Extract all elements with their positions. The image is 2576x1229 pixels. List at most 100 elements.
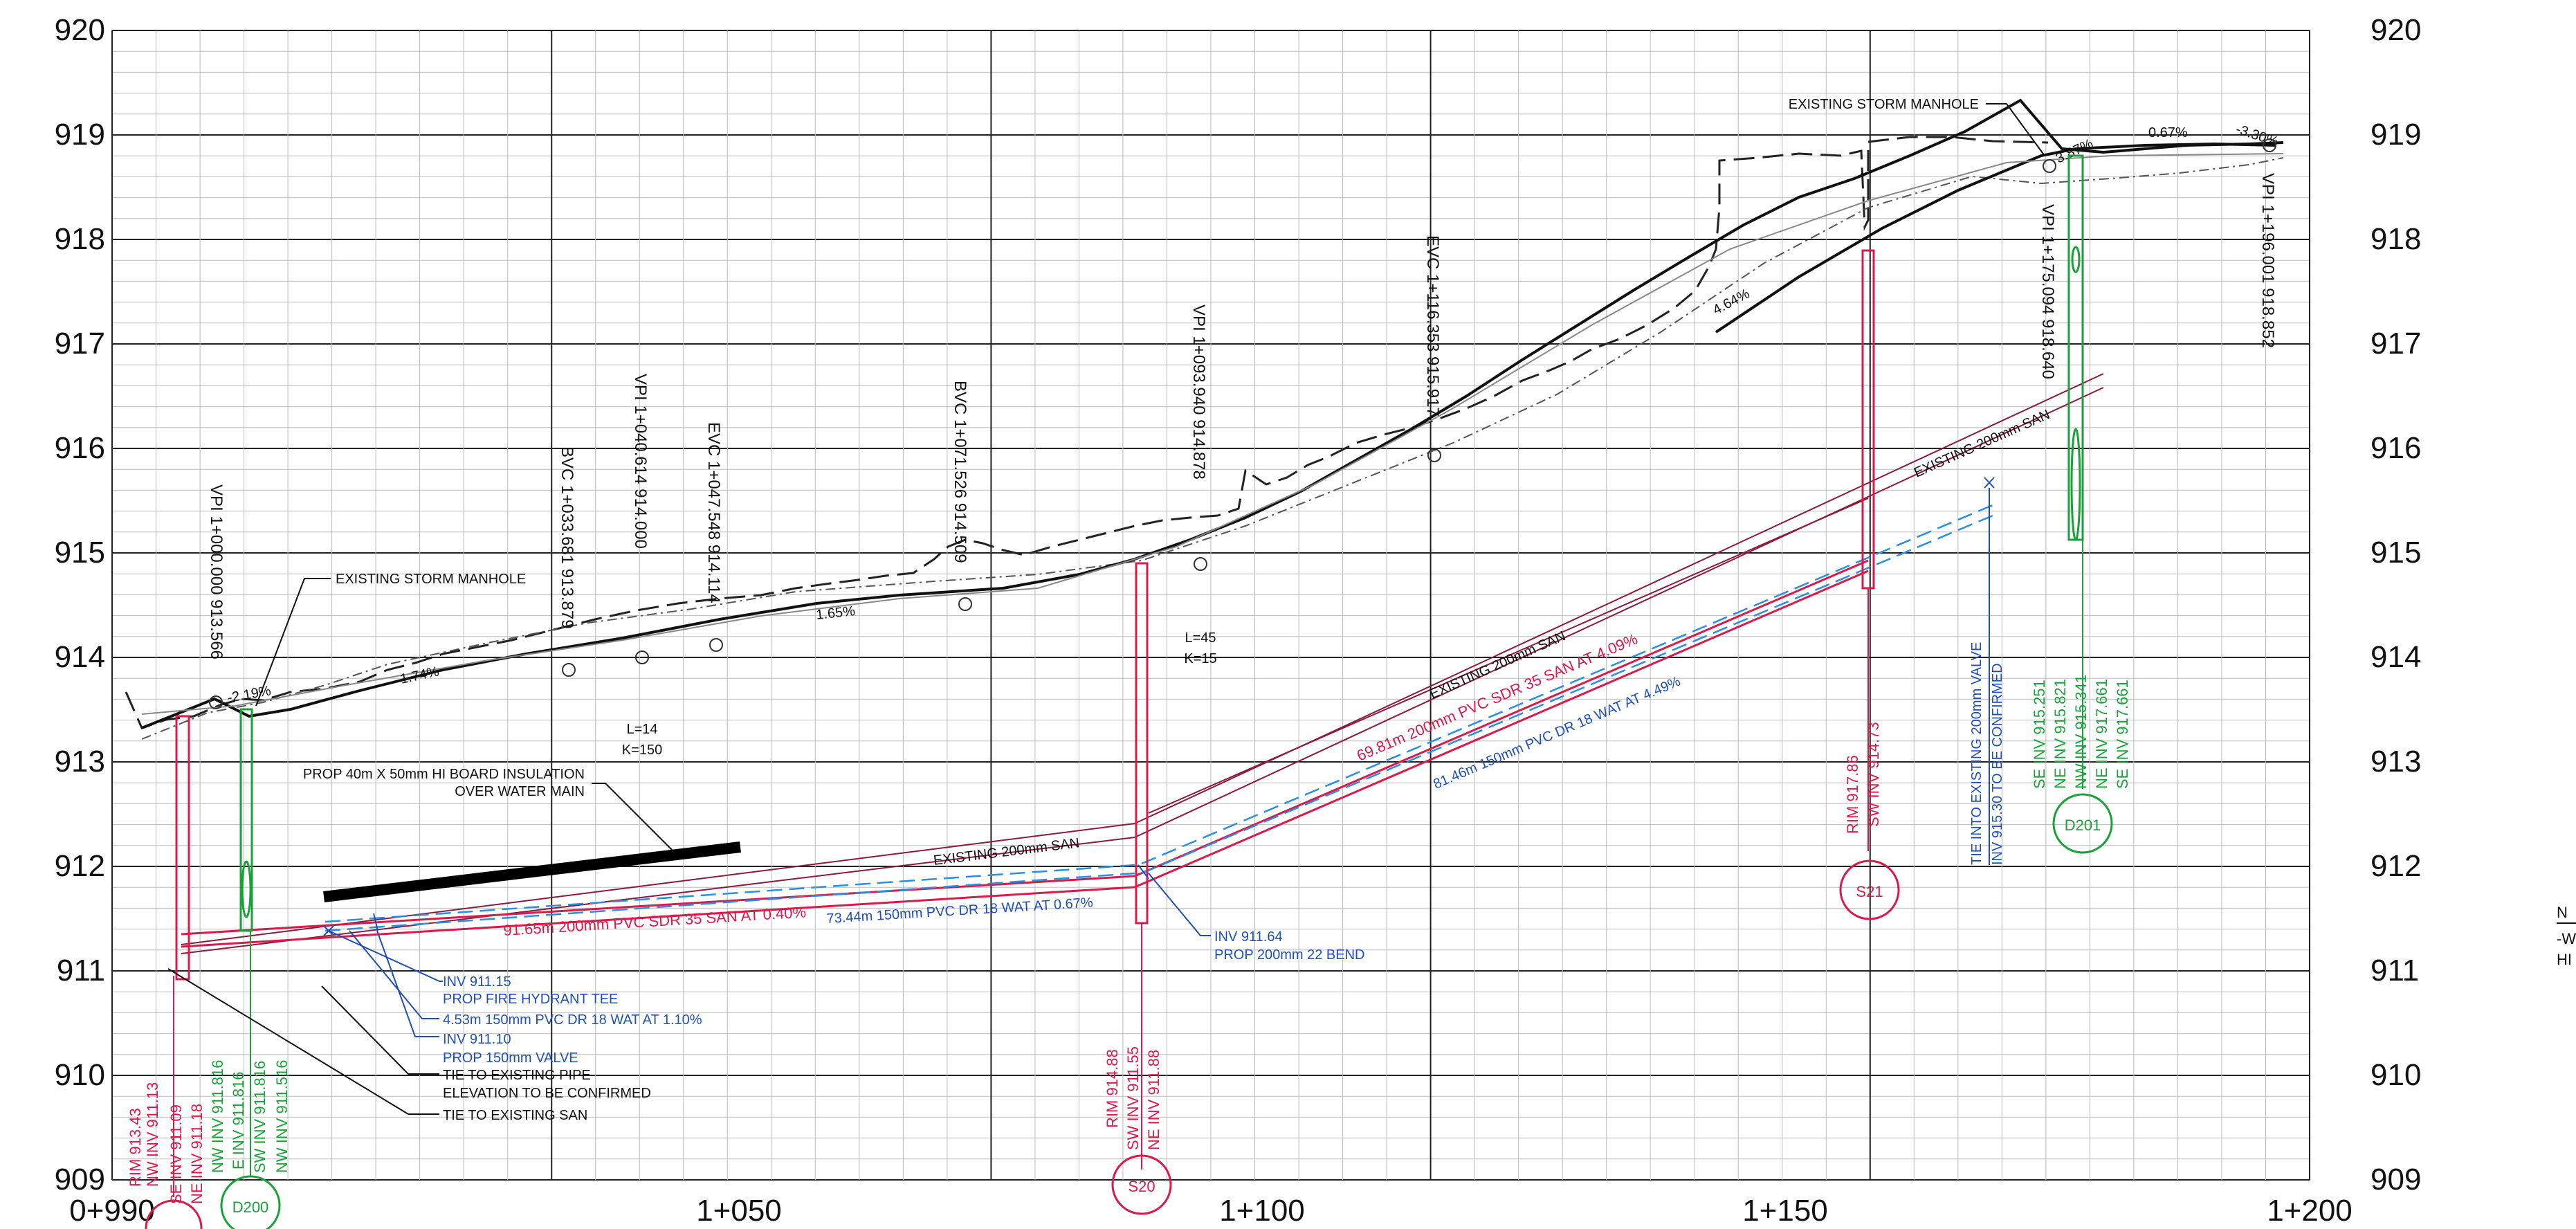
structure-inv: E INV 911.816 — [230, 1072, 247, 1169]
station-label: 1+200 — [2267, 1194, 2353, 1228]
pvi-marker — [1427, 448, 1441, 462]
structure-inv: NW INV 915.341 — [2072, 675, 2090, 789]
leader-line — [592, 783, 675, 853]
pvi-marker — [562, 663, 576, 677]
curve-k: K=150 — [622, 743, 662, 758]
leader-line — [1986, 103, 2045, 156]
pvi-markers — [209, 138, 2276, 709]
san-manhole-s21 — [1861, 249, 1875, 590]
inv-callout: INV 911.15 — [443, 974, 511, 990]
elev-label: 913 — [55, 745, 105, 779]
elevation-axis-left: 920 919 918 917 916 915 914 913 912 911 … — [55, 13, 105, 1196]
tee-callout: PROP FIRE HYDRANT TEE — [443, 992, 618, 1007]
existing-san-pipe — [1134, 387, 2104, 838]
structure-id: D200 — [232, 1199, 269, 1216]
elev-label: 911 — [57, 954, 105, 987]
structure-inv: NE INV 911.18 — [188, 1104, 205, 1204]
station-label: 0+990 — [69, 1194, 155, 1228]
slope-label: 3.87% — [2054, 136, 2096, 167]
structure-id: S21 — [1856, 883, 1883, 900]
station-axis: 0+990 1+050 1+100 1+150 1+200 — [69, 1194, 2353, 1228]
storm-manhole-d201-marker — [2070, 428, 2081, 541]
san-structure-bubble — [1839, 859, 1900, 920]
elev-label: 917 — [2371, 327, 2421, 361]
elev-label: 909 — [55, 1163, 105, 1196]
pvi-marker — [2043, 159, 2056, 173]
storm-manhole-d201-marker — [2071, 246, 2081, 273]
slope-label: 1.65% — [815, 603, 856, 623]
structure-inv: NE INV 915.821 — [2052, 679, 2069, 789]
structure-inv: NE INV 911.88 — [1145, 1050, 1162, 1150]
station-label: 1+150 — [1742, 1194, 1828, 1228]
storm-manhole-callout: EXISTING STORM MANHOLE — [1789, 97, 1979, 112]
slope-label: 0.67% — [2148, 125, 2188, 140]
structure-inv: SW INV 911.816 — [251, 1061, 268, 1173]
inv-callout: INV 911.10 — [443, 1032, 511, 1047]
elev-label: 916 — [55, 431, 105, 465]
bend-callout: PROP 200mm 22 BEND — [1214, 947, 1365, 963]
pvi-marker — [209, 695, 223, 709]
san-pipe-label: 69.81m 200mm PVC SDR 35 SAN AT 4.09% — [1354, 630, 1640, 764]
structure-bubbles — [145, 793, 2113, 1229]
water-short-callout: 4.53m 150mm PVC DR 18 WAT AT 1.10% — [443, 1012, 702, 1028]
leader-line — [255, 578, 331, 707]
san-structure-bubble — [145, 1199, 203, 1229]
pvi-marker — [1194, 557, 1207, 571]
tie-pipe-callout: ELEVATION TO BE CONFIRMED — [443, 1086, 651, 1101]
structure-inv: SE INV 917.661 — [2114, 680, 2131, 789]
proposed-water — [325, 504, 1993, 932]
storm-structure-bubble — [2052, 793, 2113, 854]
elev-label: 919 — [55, 118, 105, 152]
inv-callout: INV 911.64 — [1214, 929, 1283, 945]
san-structure-bubble — [1111, 1154, 1172, 1215]
station-label: 1+100 — [1219, 1194, 1305, 1228]
storm-structure-bubble — [220, 1175, 281, 1229]
tie-pipe-callout: TIE TO EXISTING PIPE — [443, 1068, 591, 1083]
insulation-label: OVER WATER MAIN — [455, 784, 585, 799]
existing-san-pipe — [181, 837, 1135, 954]
pvi-marker — [958, 597, 972, 611]
elev-label: 912 — [2371, 849, 2421, 883]
station-label: 1+050 — [696, 1194, 782, 1228]
proposed-san-pipe — [1134, 559, 1869, 877]
insulation-board — [323, 841, 741, 902]
curve-length: L=14 — [626, 722, 657, 737]
elev-label: 917 — [55, 327, 105, 361]
existing-ground-secondary — [141, 157, 2284, 740]
leader-line — [376, 930, 439, 1037]
structure-id: S20 — [1128, 1178, 1155, 1195]
proposed-water-main — [325, 864, 1135, 923]
finished-grade-line — [141, 153, 2284, 715]
pvi-marker — [709, 638, 723, 652]
leader-line — [1148, 873, 1211, 936]
notes-line: -W — [2557, 930, 2576, 947]
grid — [111, 30, 2310, 1181]
leader-line — [167, 968, 439, 1115]
elev-label: 920 — [55, 13, 105, 47]
elev-label: 910 — [55, 1058, 105, 1092]
structure-inv: SE INV 911.09 — [167, 1104, 185, 1204]
water-pipe-label: 73.44m 150mm PVC DR 18 WAT AT 0.67% — [826, 895, 1094, 927]
elev-label: 918 — [2371, 222, 2421, 256]
elev-label: 915 — [2371, 536, 2421, 570]
elev-label: 913 — [2371, 745, 2421, 779]
structure-inv: SE INV 915.251 — [2031, 680, 2048, 789]
evc-label: EVC 1+047.548 914.114 — [704, 422, 723, 603]
structure-inv: SW INV 914.73 — [1865, 722, 1882, 827]
evc-label: EVC 1+116.353 915.917 — [1423, 235, 1442, 417]
san-manhole-left — [175, 715, 190, 981]
insulation-label: PROP 40m X 50mm HI BOARD INSULATION — [303, 767, 585, 782]
proposed-san-pipe — [1134, 570, 1869, 889]
leader-line — [328, 930, 443, 982]
storm-manhole-left-marker — [241, 860, 252, 918]
vpi-label: VPI 1+040.614 914.000 — [631, 374, 650, 549]
proposed-water-main — [325, 872, 1135, 932]
bvc-label: BVC 1+033.681 913.879 — [558, 446, 576, 629]
elevation-axis-right: 920 919 918 917 916 915 914 913 912 911 … — [2371, 13, 2421, 1196]
elev-label: 916 — [2371, 431, 2421, 465]
structure-inv: RIM 914.88 — [1104, 1049, 1121, 1128]
tie-san-callout: TIE TO EXISTING SAN — [443, 1108, 587, 1123]
structure-inv: NW INV 911.516 — [273, 1060, 291, 1173]
storm-manhole-callout: EXISTING STORM MANHOLE — [336, 572, 526, 587]
